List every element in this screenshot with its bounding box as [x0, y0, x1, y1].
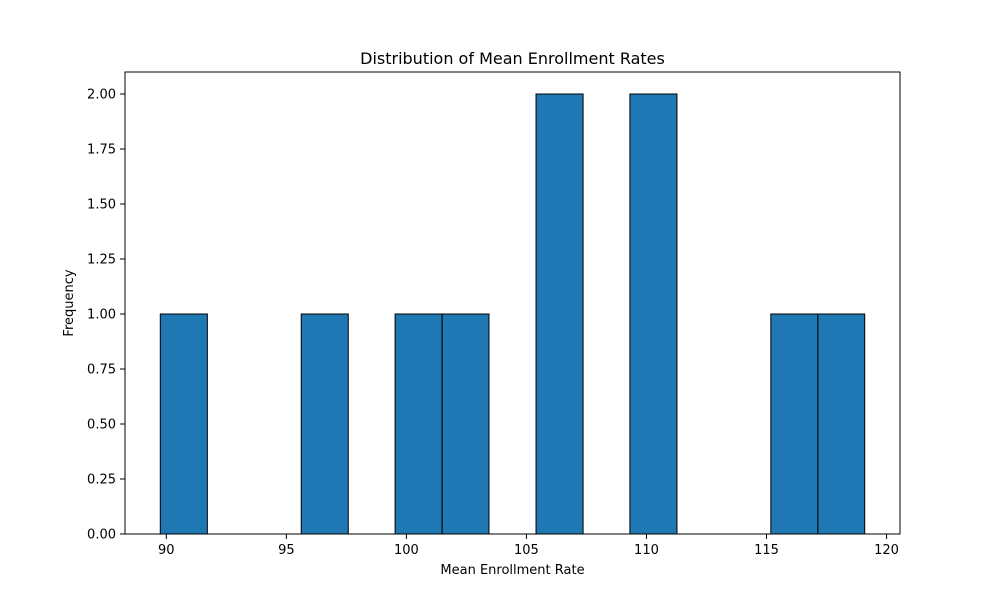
histogram-bar: [394, 313, 443, 535]
x-tick-label: 90: [158, 543, 175, 558]
y-axis-ticks: 0.00 0.25 0.50 0.75 1.00 1.25 1.50 1.75 2.00: [87, 88, 125, 543]
y-tick-label: 0.25: [87, 473, 116, 488]
x-axis-ticks: 90 95 100 105 110 115 120: [158, 534, 899, 558]
histogram-bar: [817, 313, 866, 535]
histogram-bar: [159, 313, 208, 535]
x-axis-label: Mean Enrollment Rate: [440, 563, 584, 578]
chart-title: Distribution of Mean Enrollment Rates: [360, 49, 665, 68]
y-tick-label: 1.50: [87, 198, 116, 213]
histogram-bar: [300, 313, 349, 535]
y-tick-label: 0.00: [87, 528, 116, 543]
x-tick-label: 95: [278, 543, 295, 558]
histogram-bar: [535, 93, 584, 535]
bars-layer: [159, 93, 866, 535]
y-tick-label: 1.00: [87, 308, 116, 323]
y-tick-label: 1.25: [87, 253, 116, 268]
histogram-bar: [770, 313, 819, 535]
x-tick-label: 105: [514, 543, 539, 558]
x-tick-label: 115: [754, 543, 779, 558]
y-tick-label: 0.50: [87, 418, 116, 433]
x-tick-label: 110: [634, 543, 659, 558]
y-tick-label: 1.75: [87, 143, 116, 158]
histogram-bar: [629, 93, 678, 535]
x-tick-label: 100: [394, 543, 419, 558]
x-tick-label: 120: [874, 543, 899, 558]
y-tick-label: 2.00: [87, 88, 116, 103]
plot-frame: [124, 71, 901, 535]
y-axis-label: Frequency: [62, 269, 77, 336]
histogram-bar: [441, 313, 490, 535]
y-tick-label: 0.75: [87, 363, 116, 378]
